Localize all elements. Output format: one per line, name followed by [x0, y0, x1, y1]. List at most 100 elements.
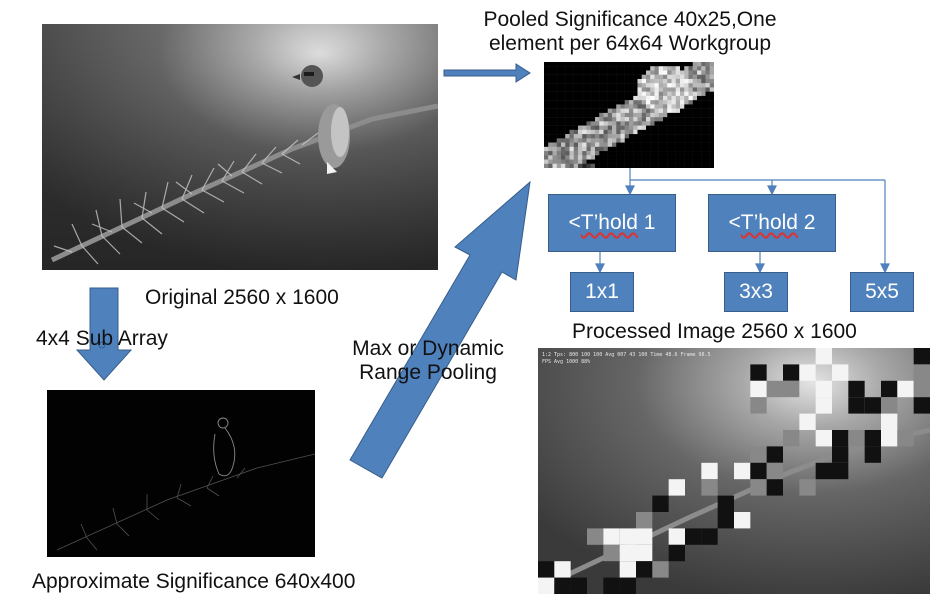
pooled-cell [590, 129, 596, 135]
pooled-cell [667, 108, 672, 114]
pooled-cell [667, 100, 672, 105]
pooled-cell [633, 129, 638, 135]
pooled-cell [637, 104, 642, 109]
pooled-cell [620, 134, 625, 139]
processed-block [815, 380, 832, 398]
pooled-cell [578, 125, 583, 131]
pooled-cell [680, 163, 685, 168]
processed-block [881, 380, 898, 398]
pooled-cell [663, 87, 668, 92]
pooled-cell [709, 142, 714, 147]
pooled-cell [565, 146, 570, 152]
pooled-cell [616, 78, 621, 84]
processed-block [897, 380, 914, 398]
pooled-cell [667, 78, 672, 84]
pooled-cell [684, 159, 689, 164]
pooled-cell [650, 155, 655, 160]
pooled-cell [544, 95, 549, 101]
pooled-cell [582, 129, 587, 135]
pooled-cell [595, 95, 600, 101]
processed-block [685, 528, 702, 545]
pooled-cell [595, 66, 600, 71]
pooled-cell [701, 155, 706, 160]
pooled-cell [667, 70, 672, 75]
pooled-cell [603, 108, 608, 114]
pooled-cell [688, 108, 693, 114]
pooled-cell [612, 125, 617, 131]
pooled-cell [633, 62, 638, 67]
pooled-cell [620, 83, 625, 88]
pooled-cell [658, 146, 664, 152]
processed-block [652, 561, 669, 578]
pooled-cell [650, 78, 655, 84]
processed-block [815, 430, 832, 447]
pooled-cell [624, 100, 630, 105]
pooled-cell [637, 70, 642, 75]
pooled-cell [684, 78, 689, 84]
pooled-cell [646, 74, 651, 80]
pooled-cell [688, 121, 693, 126]
pooled-cell [569, 91, 574, 97]
pooled-cell [573, 151, 579, 156]
pooled-cell [586, 117, 591, 122]
pooled-cell [544, 100, 549, 105]
pooled-cell [565, 159, 570, 164]
pooled-cell [680, 129, 685, 135]
pooled-cell [565, 100, 570, 105]
pooled-cell [641, 100, 647, 105]
pooled-cell [654, 87, 659, 92]
pooled-cell [586, 78, 591, 84]
pooled-cell [561, 129, 566, 135]
pooled-cell [667, 163, 672, 168]
pooled-caption-line2: element per 64x64 Workgroup [488, 32, 772, 56]
pooled-cell [692, 95, 698, 101]
pooled-cell [573, 146, 579, 152]
pooled-cell [667, 104, 672, 109]
pooled-cell [599, 100, 604, 105]
pooled-cell [552, 117, 557, 122]
pooled-cell [561, 146, 566, 152]
pooled-cell [544, 112, 549, 118]
pooled-cell [688, 159, 693, 164]
pooled-cell [552, 142, 557, 147]
pooled-cell [565, 155, 570, 160]
pooled-cell [607, 66, 613, 71]
pooled-cell [586, 159, 591, 164]
pooled-cell [671, 74, 676, 80]
pooled-cell [697, 129, 702, 135]
pooled-cell [607, 112, 613, 118]
processed-block [815, 397, 832, 414]
pooled-cell [624, 87, 630, 92]
processed-block [570, 577, 587, 594]
pooled-cell [544, 163, 549, 168]
pooled-cell [680, 134, 685, 139]
processed-block [766, 462, 783, 480]
pooled-cell [658, 91, 664, 97]
pooled-cell [701, 134, 706, 139]
pooled-cell [595, 78, 600, 84]
pooled-cell [569, 104, 574, 109]
pooled-cell [586, 129, 591, 135]
pooled-cell [675, 146, 681, 152]
pooled-cell [544, 151, 549, 156]
pooled-cell [586, 125, 591, 131]
pooled-cell [663, 104, 668, 109]
pooled-cell [578, 112, 583, 118]
pooled-cell [578, 62, 583, 67]
pooled-cell [629, 138, 634, 143]
pooled-cell [552, 100, 557, 105]
pooled-cell [654, 112, 659, 118]
pooled-cell [697, 108, 702, 114]
processed-block [783, 430, 800, 447]
pooled-cell [675, 159, 681, 164]
pooled-cell [573, 112, 579, 118]
pooled-cell [616, 87, 621, 92]
pooled-cell [658, 74, 664, 80]
pooled-cell [675, 121, 681, 126]
pooled-cell [705, 151, 710, 156]
processed-block [832, 462, 849, 480]
processed-block [636, 512, 653, 529]
pooled-cell [569, 121, 574, 126]
pooled-cell [595, 129, 600, 135]
pooled-cell [705, 121, 710, 126]
